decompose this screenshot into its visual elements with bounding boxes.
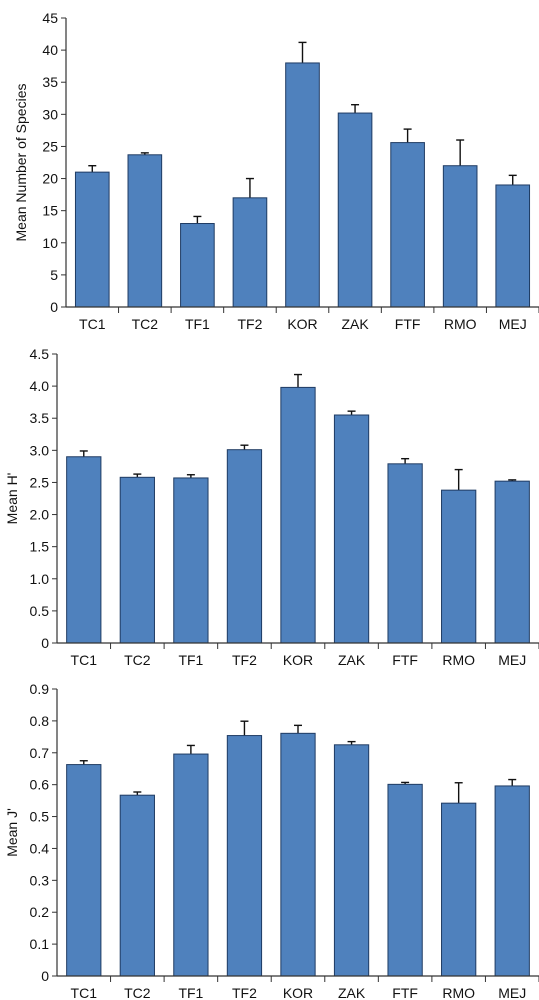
x-category-label: FTF: [395, 316, 421, 332]
y-tick-label: 20: [42, 171, 58, 187]
y-tick-label: 0.6: [30, 777, 50, 793]
chart-panel-3: Mean J' 0 0.1 0.2 0.3 0.4 0.5 0.6 0.7 0.8 0.9 TC1 TC…: [4, 681, 539, 1000]
y-tick-label: 5: [50, 267, 58, 283]
y-tick-label: 0.1: [30, 936, 50, 952]
y-tick-label: 0.3: [30, 872, 50, 888]
x-category-label: TF2: [232, 985, 257, 1000]
x-category-label: MEJ: [499, 316, 527, 332]
x-category-label: ZAK: [338, 985, 366, 1000]
bar-tf1: [173, 477, 209, 644]
bar-kor: [285, 62, 320, 308]
x-category-label: TF1: [178, 652, 203, 668]
y-tick-label: 0.8: [30, 713, 50, 729]
bar-mej: [494, 480, 530, 644]
x-category-label: RMO: [442, 985, 475, 1000]
x-category-label: KOR: [283, 652, 313, 668]
y-tick-label: 0: [50, 299, 58, 315]
y-tick-label: 2.5: [30, 474, 50, 490]
y-axis-title: Mean J': [4, 808, 20, 857]
y-tick-label: 0.7: [30, 745, 50, 761]
bar-tf2: [232, 197, 268, 308]
bar-rmo: [441, 489, 477, 644]
y-tick-label: 1.5: [30, 539, 50, 555]
bar-tf2: [226, 735, 263, 977]
x-category-label: TF2: [232, 652, 257, 668]
y-tick-label: 0.9: [30, 681, 50, 697]
x-category-label: KOR: [287, 316, 317, 332]
y-tick-label: 0.4: [30, 840, 50, 856]
y-tick-label: 0.5: [30, 603, 50, 619]
y-tick-label: 3.5: [30, 410, 50, 426]
bar-zak: [333, 414, 370, 644]
chart-panel-2: Mean H' 0 0.5 1.0 1.5 2.0 2.5 3.0 3.5 4.0 4.5 TC1 TC…: [4, 346, 539, 668]
y-tick-label: 0.5: [30, 809, 50, 825]
x-category-label: TC2: [124, 652, 151, 668]
x-category-label: RMO: [444, 316, 477, 332]
x-category-label: MEJ: [498, 985, 526, 1000]
bar-tc1: [74, 171, 110, 308]
x-category-label: TC2: [132, 316, 159, 332]
bar-ftf: [387, 463, 423, 644]
bar-tc1: [66, 456, 102, 644]
y-tick-label: 35: [42, 74, 58, 90]
y-tick-label: 4.0: [30, 378, 50, 394]
x-category-label: FTF: [392, 652, 418, 668]
y-tick-label: 30: [42, 106, 58, 122]
x-category-label: TC1: [71, 985, 98, 1000]
y-tick-label: 2.0: [30, 507, 50, 523]
bar-ftf: [390, 142, 425, 308]
y-axis-title: Mean Number of Species: [13, 84, 29, 242]
chart-panel-1: Mean Number of Species 0 5 10 15 20 25 30 35 40 45…: [13, 10, 539, 332]
bar-mej: [495, 184, 531, 308]
y-tick-label: 25: [42, 138, 58, 154]
bar-tc1: [66, 764, 102, 977]
y-tick-label: 0: [41, 968, 49, 984]
bar-zak: [333, 744, 370, 977]
x-category-label: TC2: [124, 985, 151, 1000]
y-tick-label: 1.0: [30, 571, 50, 587]
y-tick-label: 4.5: [30, 346, 50, 362]
bar-rmo: [441, 802, 477, 977]
x-category-label: TF1: [178, 985, 203, 1000]
x-category-label: ZAK: [341, 316, 369, 332]
bar-zak: [337, 112, 373, 308]
y-tick-label: 3.0: [30, 442, 50, 458]
bar-rmo: [442, 165, 478, 308]
bar-kor: [280, 732, 316, 977]
bar-tf1: [180, 223, 215, 308]
bar-tf2: [226, 449, 263, 644]
y-tick-label: 40: [42, 42, 58, 58]
y-tick-label: 15: [42, 203, 58, 219]
x-category-label: ZAK: [338, 652, 366, 668]
x-category-label: TC1: [71, 652, 98, 668]
y-tick-label: 0.2: [30, 904, 50, 920]
x-category-label: MEJ: [498, 652, 526, 668]
x-category-label: TC1: [79, 316, 106, 332]
bar-tc2: [119, 476, 155, 644]
x-category-label: TF2: [237, 316, 262, 332]
y-axis-title: Mean H': [4, 473, 20, 525]
y-tick-label: 45: [42, 10, 58, 26]
x-category-label: KOR: [283, 985, 313, 1000]
y-tick-label: 10: [42, 235, 58, 251]
bar-mej: [494, 785, 530, 977]
bar-ftf: [387, 783, 423, 977]
x-category-label: RMO: [442, 652, 475, 668]
x-category-label: TF1: [185, 316, 210, 332]
y-tick-label: 0: [41, 635, 49, 651]
x-category-label: FTF: [392, 985, 418, 1000]
bar-tf1: [173, 753, 209, 977]
bar-tc2: [119, 794, 155, 977]
bar-tc2: [127, 154, 163, 308]
bar-kor: [280, 386, 316, 644]
